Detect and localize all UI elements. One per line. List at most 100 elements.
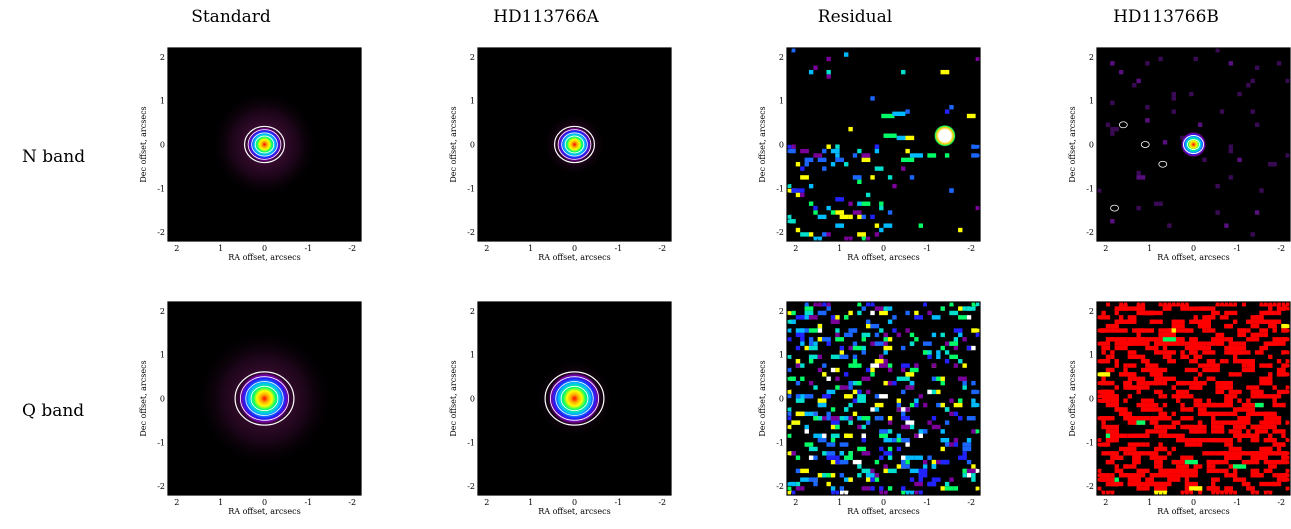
noise-pixel (817, 323, 823, 329)
noise-pixel (883, 464, 888, 469)
noise-pixel (1162, 380, 1168, 386)
noise-pixel (958, 416, 963, 421)
noise-pixel (852, 389, 858, 395)
noise-pixel (795, 359, 801, 364)
noise-pixel (1110, 131, 1115, 136)
noise-pixel (1281, 337, 1290, 342)
noise-pixel (1268, 411, 1273, 417)
noise-pixel (887, 306, 893, 311)
noise-pixel (1197, 372, 1203, 377)
noise-pixel (1276, 420, 1282, 425)
noise-pixel (808, 183, 814, 189)
noise-pixel (848, 420, 853, 425)
noise-pixel (1118, 319, 1128, 324)
noise-pixel (953, 337, 959, 342)
x-axis-label: RA offset, arcsecs (538, 253, 610, 262)
noise-pixel (1118, 407, 1128, 412)
noise-pixel (1110, 323, 1119, 329)
noise-pixel (1237, 416, 1247, 421)
row-label-n-band: N band (22, 147, 85, 167)
noise-pixel (1276, 367, 1286, 373)
noise-pixel (795, 192, 801, 198)
noise-pixel (1250, 394, 1260, 399)
noise-pixel (835, 197, 845, 202)
y-tick-label: 2 (779, 53, 784, 62)
noise-pixel (896, 376, 906, 381)
noise-pixel (1136, 385, 1150, 390)
noise-pixel (1246, 359, 1251, 364)
noise-pixel (1206, 459, 1212, 465)
noise-pixel (1237, 157, 1242, 163)
noise-pixel (1215, 451, 1229, 456)
noise-pixel (901, 486, 906, 491)
noise-pixel (795, 315, 805, 320)
noise-pixel (857, 394, 866, 399)
noise-pixel (1132, 83, 1137, 88)
noise-pixel (1175, 389, 1190, 395)
contour-line (240, 376, 289, 421)
y-tick-label: -2 (1086, 228, 1094, 237)
x-tick-label: 2 (484, 244, 489, 253)
noise-pixel (874, 407, 880, 412)
noise-pixel (1158, 56, 1163, 62)
noise-pixel (839, 210, 845, 215)
noise-pixel (1123, 473, 1137, 478)
noise-pixel (1241, 302, 1247, 307)
noise-pixel (940, 306, 945, 311)
noise-pixel (905, 407, 910, 412)
noise-pixel (883, 359, 888, 364)
noise-pixel (905, 310, 910, 316)
noise-pixel (1154, 380, 1163, 386)
noise-pixel (1097, 416, 1106, 421)
noise-pixel (1140, 359, 1150, 364)
panel-n-band-hd113766b: 2 1 0 -1 -2 2 1 0 -1 -2 RA offset, arcsecs Dec offs… (1068, 47, 1291, 262)
noise-pixel (1254, 411, 1269, 417)
y-axis-label: Dec offset, arcsecs (139, 106, 148, 182)
noise-pixel (1154, 464, 1163, 469)
noise-pixel (909, 385, 915, 390)
noise-pixel (1215, 411, 1229, 417)
noise-pixel (1184, 442, 1198, 447)
noise-pixel (1268, 323, 1277, 329)
x-tick-label: 2 (484, 498, 489, 507)
noise-pixel (804, 302, 809, 307)
y-tick-label: -1 (1086, 438, 1094, 447)
noise-pixel (901, 464, 910, 469)
noise-pixel (800, 477, 809, 482)
noise-pixel (830, 210, 836, 215)
noise-pixel (914, 481, 923, 487)
noise-pixel (804, 429, 809, 434)
noise-pixel (905, 420, 915, 425)
y-tick-label: -1 (157, 438, 165, 447)
noise-pixel (1250, 468, 1260, 474)
noise-pixel (887, 416, 893, 421)
noise-pixel (1123, 416, 1133, 421)
y-tick-label: 2 (470, 307, 475, 316)
contour-line (243, 125, 286, 164)
noise-pixel (1097, 468, 1102, 474)
noise-pixel (892, 183, 897, 189)
noise-pixel (1136, 420, 1146, 425)
noise-pixel (844, 416, 849, 421)
noise-pixel (1272, 341, 1286, 346)
noise-pixel (822, 363, 827, 368)
noise-pixel (944, 459, 950, 465)
noise-pixel (1193, 341, 1203, 346)
noise-pixel (901, 411, 906, 417)
noise-pixel (800, 337, 805, 342)
column-title-hd113766a: HD113766A (493, 7, 599, 27)
noise-pixel (787, 433, 792, 438)
noise-pixel (1101, 398, 1106, 403)
noise-pixel (1254, 429, 1260, 434)
noise-pixel (1211, 437, 1225, 443)
noise-pixel (1180, 455, 1185, 460)
noise-pixel (787, 144, 792, 149)
noise-pixel (940, 380, 945, 386)
noise-pixel (892, 111, 906, 116)
noise-pixel (1105, 477, 1115, 482)
noise-pixel (826, 442, 831, 447)
noise-pixel (922, 459, 928, 465)
noise-pixel (1254, 319, 1269, 324)
noise-pixel (896, 407, 902, 412)
noise-pixel (1154, 490, 1168, 495)
